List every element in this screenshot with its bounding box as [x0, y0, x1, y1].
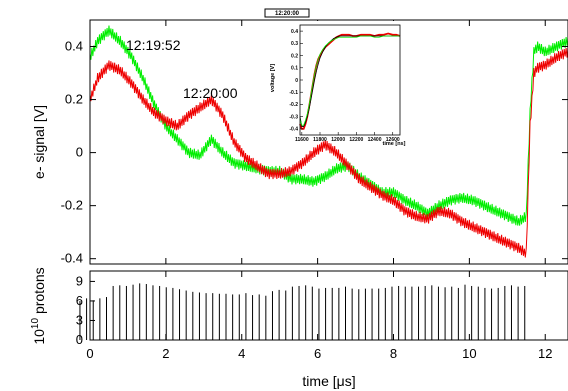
inset-y-tick-label: 0.1 — [291, 66, 298, 72]
protons-x-ticks: 0 2 4 6 8 10 12 — [86, 271, 552, 361]
signal-y-tick-label: 0.4 — [65, 39, 83, 54]
inset-y-tick-label: 0 — [295, 78, 298, 84]
inset-x-tick-label: 12400 — [368, 137, 382, 143]
protons-y-tick-label: 0 — [76, 332, 83, 347]
signal-trace-2 — [89, 46, 568, 258]
protons-plot-frame — [89, 270, 568, 341]
inset-background — [276, 21, 410, 138]
inset-title: 12:20:00 — [275, 11, 300, 17]
inset-y-tick-label: -0.1 — [289, 90, 298, 96]
protons-bars-layer — [79, 283, 526, 340]
inset-y-axis-label: voltage [V] — [270, 64, 276, 92]
signal-x-ticks — [89, 20, 546, 264]
signal-y-tick-label: 0.2 — [65, 92, 83, 107]
inset-y-tick-label: -0.2 — [289, 102, 298, 108]
annotation-second-trace: 12:20:00 — [183, 85, 238, 101]
inset-y-tick-label: -0.3 — [289, 114, 298, 120]
inset-x-axis-label: time [ns] — [383, 141, 406, 147]
time-x-tick-label: 12 — [538, 346, 552, 361]
time-x-tick-label: 2 — [162, 346, 169, 361]
protons-y-label-unit: protons — [31, 267, 47, 318]
inset-trace-2 — [299, 35, 400, 127]
time-x-tick-label: 10 — [462, 346, 476, 361]
time-x-tick-label: 4 — [238, 346, 245, 361]
signal-panel: -0.4 -0.2 0 0.2 0.4 e- signal [V] 12:19:52 1… — [31, 19, 568, 266]
signal-trace-1 — [89, 25, 568, 226]
inset-y-tick-label: 0.2 — [291, 53, 298, 59]
time-x-tick-label: 6 — [314, 346, 321, 361]
inset-title-box — [264, 8, 310, 18]
inset-y-tick-label: 0.3 — [291, 41, 298, 47]
inset-series-layer — [299, 32, 401, 130]
inset-x-ticks: 11600 11800 12000 12200 12400 12600 — [295, 132, 400, 143]
time-x-tick-label: 0 — [86, 346, 93, 361]
inset-trace-3 — [299, 35, 400, 126]
inset-x-tick-label: 11600 — [295, 137, 309, 143]
signal-y-tick-label: 0 — [76, 145, 83, 160]
inset-x-tick-label: 12000 — [331, 137, 345, 143]
time-x-tick-label: 8 — [390, 346, 397, 361]
inset-y-tick-label: 0.4 — [291, 29, 298, 35]
annotation-first-trace: 12:19:52 — [126, 37, 181, 53]
inset-y-tick-label: -0.4 — [289, 127, 298, 133]
signal-series-layer — [89, 25, 568, 258]
inset-x-tick-label: 12200 — [349, 137, 363, 143]
protons-y-label-exponent: 10 — [30, 318, 41, 330]
signal-y-tick-label: -0.4 — [61, 251, 83, 266]
signal-y-ticks: -0.4 -0.2 0 0.2 0.4 — [61, 39, 568, 266]
signal-y-axis-label: e- signal [V] — [31, 105, 47, 179]
protons-y-label-base: 10 — [31, 329, 47, 345]
inset-panel: 12:20:00 -0.4 -0.3 -0.2 -0.1 0 0.1 0.2 0.3 0.4 1… — [264, 8, 410, 147]
inset-y-ticks: -0.4 -0.3 -0.2 -0.1 0 0.1 0.2 0.3 0.4 — [289, 29, 303, 133]
protons-y-tick-label: 6 — [76, 293, 83, 308]
protons-y-ticks: 0 3 6 9 — [76, 273, 95, 347]
signal-y-tick-label: -0.2 — [61, 198, 83, 213]
protons-y-axis-label: 1010 protons — [30, 267, 47, 344]
time-axis-label: time [μs] — [302, 373, 355, 389]
inset-x-tick-label: 12600 — [386, 137, 400, 143]
inset-x-tick-label: 11800 — [313, 137, 327, 143]
protons-y-tick-label: 3 — [76, 312, 83, 327]
signal-plot-frame — [89, 19, 568, 265]
protons-y-tick-label: 9 — [76, 273, 83, 288]
